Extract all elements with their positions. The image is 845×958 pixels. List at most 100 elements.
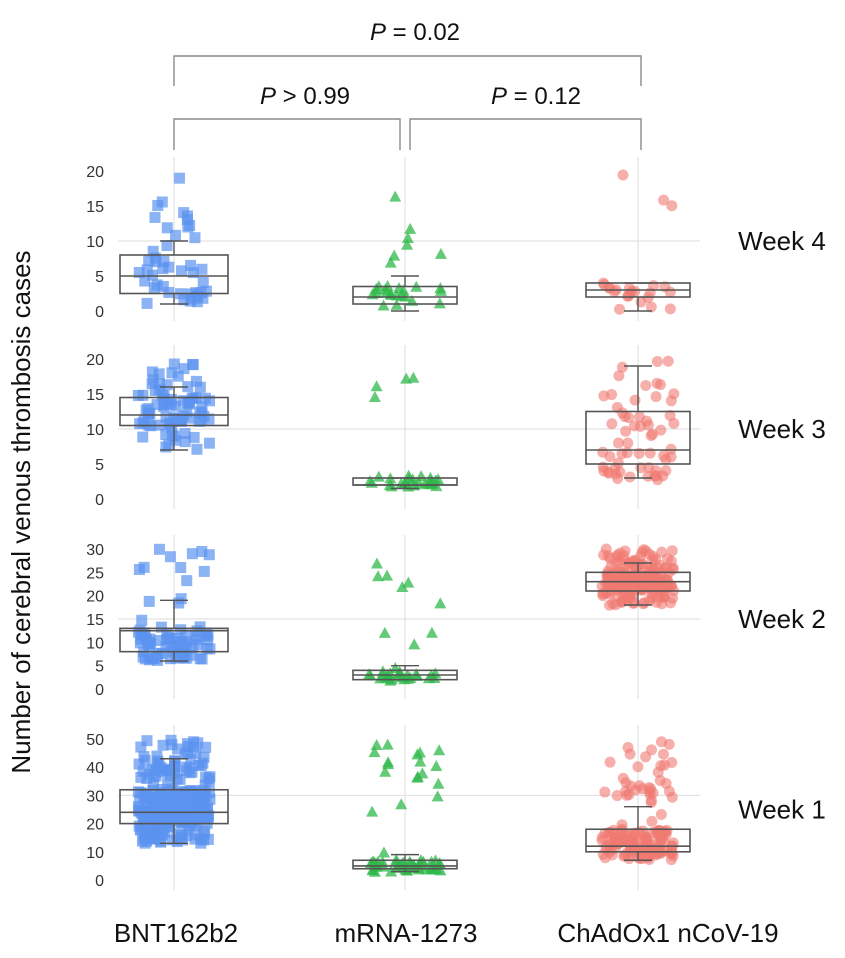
data-point: [430, 760, 443, 772]
data-point: [146, 791, 158, 803]
data-point: [621, 447, 633, 459]
data-point: [651, 356, 663, 368]
data-point: [143, 799, 155, 811]
panel-week-2: 0 5 10 15 20 25 30 Week 2: [86, 535, 826, 699]
data-point: [431, 790, 444, 802]
data-point: [141, 773, 153, 785]
p-value-label: P = 0.02: [370, 19, 460, 46]
data-point: [186, 785, 198, 797]
data-point: [148, 779, 160, 791]
y-tick-label: 0: [95, 682, 104, 699]
p-value-label: P > 0.99: [260, 83, 350, 110]
data-point: [401, 864, 414, 876]
panel-week-3: 0 5 10 15 20 Week 3: [86, 345, 826, 509]
data-point: [619, 849, 631, 861]
data-point: [624, 471, 636, 483]
data-point: [181, 738, 193, 750]
data-point: [655, 808, 667, 820]
data-point: [195, 837, 207, 849]
data-point: [153, 543, 165, 555]
data-point: [382, 758, 395, 770]
data-point: [202, 629, 214, 641]
data-point: [666, 545, 678, 557]
y-tick-label: 30: [86, 542, 104, 559]
iqr-box: [585, 828, 691, 853]
data-point: [621, 558, 633, 570]
data-point: [136, 614, 148, 626]
data-point: [646, 554, 658, 566]
y-tick-label: 40: [86, 760, 104, 777]
y-tick-label: 0: [95, 304, 104, 321]
data-point: [601, 568, 613, 580]
data-point: [370, 557, 383, 569]
data-point: [196, 407, 208, 419]
data-point: [169, 229, 181, 241]
y-tick-label: 20: [86, 589, 104, 606]
data-point: [149, 812, 161, 824]
data-point: [166, 792, 178, 804]
data-point: [161, 240, 173, 252]
y-tick-label: 10: [86, 234, 104, 251]
category-label: mRNA-1273: [334, 918, 477, 948]
data-point: [170, 400, 182, 412]
data-point: [189, 232, 201, 244]
data-point: [182, 815, 194, 827]
data-point: [173, 651, 185, 663]
data-point: [395, 477, 408, 489]
data-point: [153, 368, 165, 380]
data-point: [204, 643, 216, 655]
data-point: [374, 672, 387, 684]
data-point: [173, 172, 185, 184]
data-point: [662, 355, 674, 367]
category-labels: BNT162b2 mRNA-1273 ChAdOx1 nCoV-19: [114, 918, 779, 948]
data-point: [645, 301, 657, 313]
data-point: [137, 431, 149, 443]
data-point: [184, 767, 196, 779]
data-point: [197, 757, 209, 769]
data-point: [414, 755, 427, 767]
box-mRNA-1273: [352, 477, 458, 490]
box-ChAdOx1 nCoV-19: [585, 562, 691, 606]
data-point: [138, 816, 150, 828]
data-point: [617, 772, 629, 784]
points-mRNA-1273: [364, 738, 447, 877]
data-point: [203, 549, 215, 561]
data-point: [178, 294, 190, 306]
data-point: [185, 259, 197, 271]
data-point: [662, 553, 674, 565]
data-point: [164, 551, 176, 563]
data-point: [602, 578, 614, 590]
iqr-box: [119, 396, 229, 427]
data-point: [396, 581, 409, 593]
data-point: [159, 799, 171, 811]
data-point: [363, 668, 376, 680]
data-point: [157, 739, 169, 751]
iqr-box: [119, 788, 229, 825]
data-point: [664, 286, 676, 298]
data-point: [616, 361, 628, 373]
data-point: [147, 269, 159, 281]
data-point: [195, 415, 207, 427]
data-point: [160, 429, 172, 441]
week-label: Week 2: [738, 604, 826, 634]
data-point: [137, 651, 149, 663]
data-point: [160, 786, 172, 798]
data-point: [179, 747, 191, 759]
data-point: [156, 824, 168, 836]
data-point: [381, 569, 394, 581]
data-point: [158, 393, 170, 405]
data-point: [198, 565, 210, 577]
data-point: [602, 550, 614, 562]
data-point: [432, 777, 445, 789]
data-point: [385, 673, 398, 685]
data-point: [132, 786, 144, 798]
data-point: [179, 436, 191, 448]
iqr-box: [585, 410, 691, 465]
data-point: [190, 829, 202, 841]
data-point: [160, 640, 172, 652]
data-point: [190, 375, 202, 387]
significance-bracket: [409, 118, 642, 150]
data-point: [606, 418, 618, 430]
box-mRNA-1273: [352, 664, 458, 681]
data-point: [404, 222, 417, 234]
